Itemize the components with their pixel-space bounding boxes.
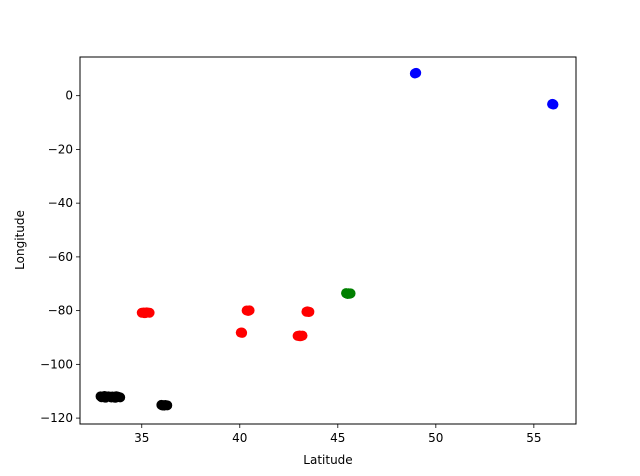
x-tick-label-1: 40 xyxy=(232,431,247,445)
y-tick-label-2: −40 xyxy=(48,196,73,210)
data-point-s0-6 xyxy=(547,98,558,109)
data-point-s3-20 xyxy=(157,400,168,411)
y-tick-label-1: −20 xyxy=(48,142,73,156)
data-point-s3-14 xyxy=(96,392,107,403)
axis-ticks: 35 40 45 50 55 0 −20 −40 −60 −80 −100 −120 xyxy=(40,89,541,445)
data-point-s1-5 xyxy=(341,288,352,299)
y-tick-label-5: −100 xyxy=(40,357,73,371)
data-point-s2-6 xyxy=(141,307,152,318)
data-point-s2-13 xyxy=(236,327,247,338)
data-point-s0-2 xyxy=(411,67,422,78)
data-points xyxy=(95,67,559,411)
plot-area xyxy=(79,56,577,425)
x-tick-label-4: 55 xyxy=(526,431,541,445)
y-tick-label-0: 0 xyxy=(65,89,73,103)
y-axis-label: Longitude xyxy=(13,210,27,270)
y-tick-label-4: −80 xyxy=(48,304,73,318)
x-tick-label-3: 50 xyxy=(428,431,443,445)
x-tick-label-0: 35 xyxy=(134,431,149,445)
x-tick-label-2: 45 xyxy=(330,431,345,445)
x-axis-label: Latitude xyxy=(303,453,352,467)
data-point-s2-10 xyxy=(243,305,254,316)
y-tick-label-6: −120 xyxy=(40,411,73,425)
data-point-s2-18 xyxy=(295,331,306,342)
y-tick-label-3: −60 xyxy=(48,250,73,264)
data-point-s2-22 xyxy=(304,306,315,317)
data-point-s3-13 xyxy=(110,392,121,403)
